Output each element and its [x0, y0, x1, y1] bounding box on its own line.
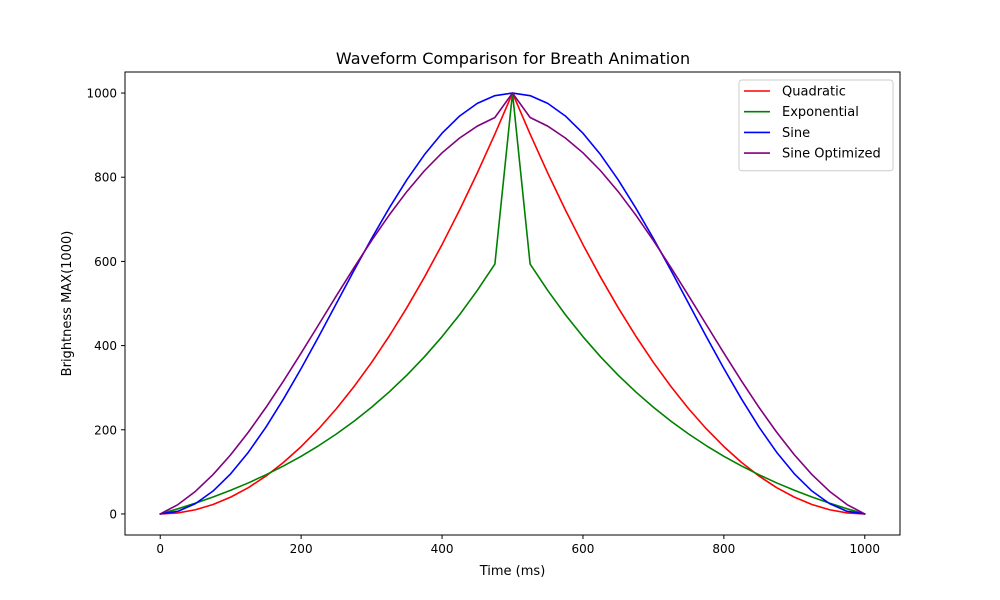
- x-tick-label: 400: [431, 542, 454, 556]
- x-tick-label: 800: [712, 542, 735, 556]
- x-tick-label: 0: [156, 542, 164, 556]
- y-axis-label: Brightness MAX(1000): [60, 231, 75, 377]
- chart-title: Waveform Comparison for Breath Animation: [336, 49, 690, 68]
- x-tick-label: 200: [290, 542, 313, 556]
- legend-label-sine: Sine: [782, 126, 810, 141]
- x-axis-ticks: 0 200 400 600 800 1000: [156, 535, 880, 556]
- x-tick-label: 600: [572, 542, 595, 556]
- plot-area: [159, 92, 866, 515]
- y-tick-label: 800: [94, 171, 117, 185]
- y-tick-label: 400: [94, 339, 117, 353]
- y-tick-label: 200: [94, 423, 117, 437]
- legend-label-quadratic: Quadratic: [782, 85, 846, 100]
- legend-label-sine-optimized: Sine Optimized: [782, 147, 881, 162]
- axes-frame: [124, 71, 901, 536]
- y-tick-label: 0: [109, 507, 117, 521]
- x-tick-label: 1000: [849, 542, 880, 556]
- y-tick-label: 600: [94, 255, 117, 269]
- x-axis-label: Time (ms): [479, 564, 546, 579]
- legend-label-exponential: Exponential: [782, 105, 859, 120]
- series-line-sine-optimized: [159, 92, 866, 515]
- y-axis-ticks: 0 200 400 600 800 1000: [86, 87, 125, 521]
- y-tick-label: 1000: [86, 87, 117, 101]
- legend-box: [738, 79, 894, 172]
- legend: Quadratic Exponential Sine Sine Optimized: [738, 79, 894, 172]
